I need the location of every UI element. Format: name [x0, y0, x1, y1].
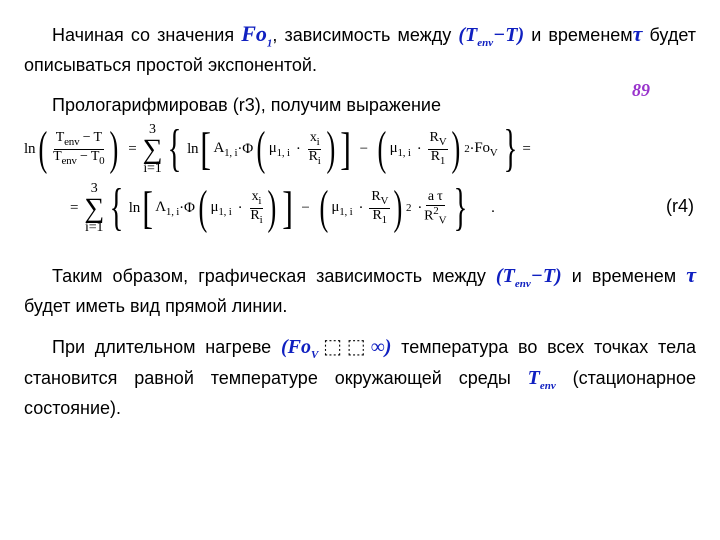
- equation-line-2: = 3∑i=1 { ln [ Λ1, i · Φ ( μ1, i · xi Ri…: [24, 182, 664, 235]
- p1-t3: и временем: [524, 25, 633, 45]
- symbol-tau-1: τ: [633, 21, 643, 46]
- symbol-fo1: Fo1: [241, 21, 272, 46]
- p3-t3: будет иметь вид прямой линии.: [24, 296, 287, 316]
- p3-t2: и временем: [562, 266, 687, 286]
- p1-t1: Начиная со значения: [52, 25, 241, 45]
- paragraph-3: Таким образом, графическая зависимость м…: [24, 259, 696, 319]
- symbol-tenv-t-2: (Tenv−T): [496, 265, 562, 287]
- paragraph-1: Начиная со значения Fo1, зависимость меж…: [24, 18, 696, 78]
- p3-t1: Таким образом, графическая зависимость м…: [52, 266, 496, 286]
- p1-t2: , зависимость между: [272, 25, 458, 45]
- p4-t1: При длительном нагреве: [52, 337, 281, 357]
- paragraph-4: При длительном нагреве (FoV⬚⬚∞) температ…: [24, 333, 696, 421]
- equation-r4: ln ( Tenv − T Tenv − T0 ) = 3∑i=1 { ln […: [24, 123, 664, 235]
- equation-label: (r4): [666, 196, 694, 217]
- p2-t1: Прологарифмировав (r3), получим выражени…: [52, 95, 441, 115]
- symbol-fov-inf: (FoV⬚⬚∞): [281, 336, 391, 358]
- symbol-tenv: Tenv: [528, 367, 556, 389]
- symbol-tau-2: τ: [686, 262, 696, 287]
- equation-line-1: ln ( Tenv − T Tenv − T0 ) = 3∑i=1 { ln […: [24, 123, 664, 176]
- page: Начиная со значения Fo1, зависимость меж…: [0, 0, 720, 540]
- symbol-tenv-t-1: (Tenv−T): [458, 24, 524, 46]
- paragraph-2: Прологарифмировав (r3), получим выражени…: [24, 92, 696, 118]
- page-number: 89: [632, 80, 650, 101]
